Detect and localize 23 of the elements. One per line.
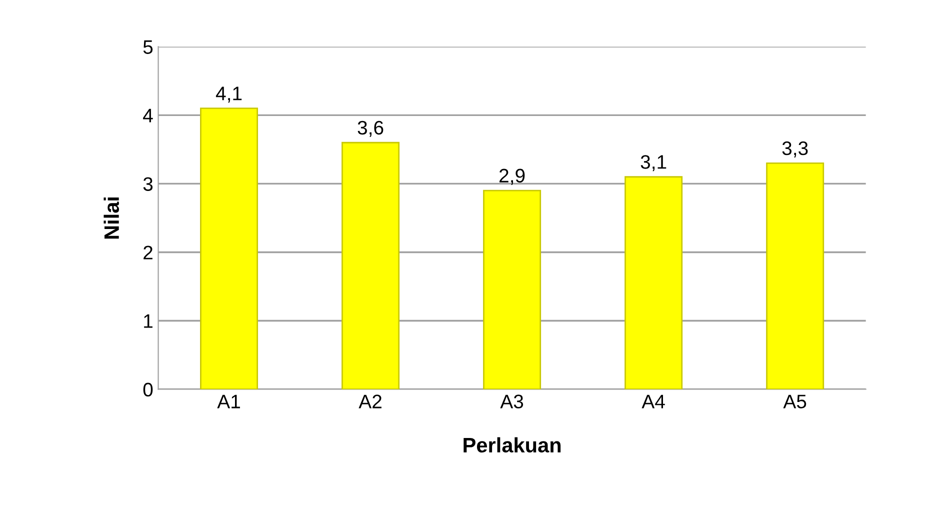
- y-axis-title: Nilai: [104, 197, 120, 239]
- data-label: 2,9: [500, 168, 525, 185]
- x-tick-label: A5: [783, 394, 806, 408]
- x-tick-label: A4: [642, 394, 665, 408]
- data-label: 3,6: [358, 120, 384, 137]
- x-tick-label: A1: [217, 394, 240, 408]
- data-label: 4,1: [216, 86, 242, 103]
- bar: [624, 176, 683, 390]
- y-tick-label: 5: [143, 40, 153, 54]
- y-tick-label: 2: [144, 246, 152, 260]
- bar: [483, 190, 542, 390]
- y-tick-label: 4: [143, 108, 153, 122]
- x-tick-label: A3: [500, 394, 524, 408]
- x-axis-title: Perlakuan: [464, 437, 561, 453]
- y-tick-label: 1: [144, 314, 152, 328]
- bar: [200, 108, 258, 390]
- y-tick-label: 0: [143, 382, 153, 396]
- y-tick-label: 3: [143, 177, 153, 191]
- x-tick-label: A2: [358, 394, 382, 408]
- data-label: 3,1: [640, 155, 666, 172]
- data-label: 3,3: [782, 141, 808, 158]
- bar: [766, 162, 824, 390]
- bar: [342, 142, 400, 390]
